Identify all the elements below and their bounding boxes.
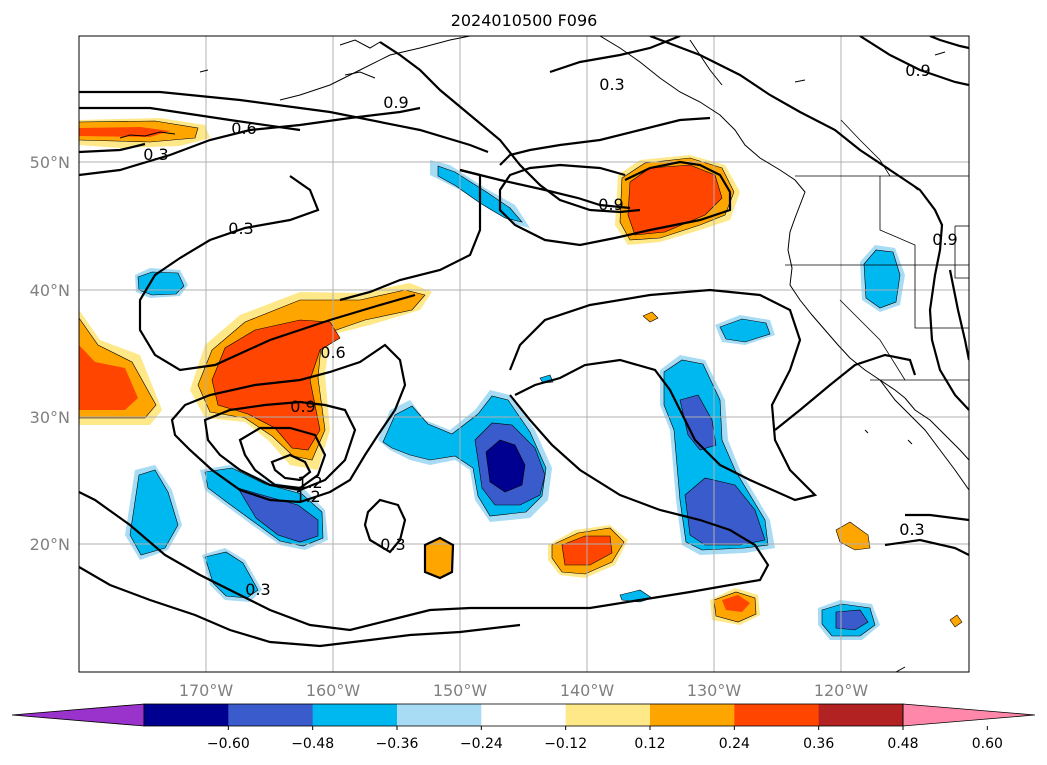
baja-coast <box>879 379 969 491</box>
contour-line-1 <box>79 90 489 154</box>
contour-label: 0.3 <box>245 580 270 599</box>
graticule <box>79 36 969 672</box>
contour-line-coastal <box>649 36 969 411</box>
bc-coast <box>599 36 806 206</box>
colorbar-tick-label: −0.60 <box>207 736 250 752</box>
colorbar-extend-min <box>11 703 145 727</box>
lat-label-30n: 30°N <box>30 408 70 427</box>
contour-label: 1.2 <box>297 473 322 492</box>
lon-label-120w: 120°W <box>814 681 869 700</box>
colorbar-cell <box>144 704 229 726</box>
lon-label-160w: 160°W <box>306 681 361 700</box>
contour-label: 0.6 <box>231 119 256 138</box>
contour-label: 0.3 <box>380 535 405 554</box>
contour-label: 0.9 <box>905 61 930 80</box>
alaska-coast <box>279 36 471 101</box>
contour-label: 0.6 <box>320 343 345 362</box>
colorbar-cell <box>481 704 567 726</box>
coastlines <box>119 36 969 672</box>
contour-label: 0.3 <box>228 219 253 238</box>
lon-label-170w: 170°W <box>179 681 234 700</box>
colorbar-cell <box>228 704 314 726</box>
contour-label: 0.9 <box>290 397 315 416</box>
colorbar-tick-label: −0.36 <box>376 736 419 752</box>
plot-frame <box>78 35 970 673</box>
contour-label: 0.3 <box>143 145 168 164</box>
colorbar: −0.60 −0.48 −0.36 −0.24 −0.12 0.12 0.24 0.36 0.4… <box>11 703 1036 752</box>
latitude-labels: 50°N 40°N 30°N 20°N <box>30 153 70 554</box>
contour-label: 0.3 <box>899 520 924 539</box>
colorbar-tick-label: −0.24 <box>460 736 503 752</box>
lon-label-140w: 140°W <box>560 681 615 700</box>
colorbar-ticks: −0.60 −0.48 −0.36 −0.24 −0.12 0.12 0.24 0.36 0.4… <box>207 726 1003 752</box>
contour-label: 0.9 <box>932 230 957 249</box>
colorbar-cell <box>397 704 482 726</box>
colorbar-tick-label: 0.12 <box>634 736 665 752</box>
colorbar-tick-label: 0.24 <box>719 736 750 752</box>
colorbar-cell <box>734 704 820 726</box>
colorbar-cell <box>650 704 735 726</box>
colorbar-extend-max <box>902 703 1036 727</box>
colorbar-cell <box>312 704 398 726</box>
lon-label-150w: 150°W <box>433 681 488 700</box>
contour-lines <box>79 36 969 648</box>
colorbar-tick-label: −0.48 <box>291 736 334 752</box>
lon-label-130w: 130°W <box>687 681 742 700</box>
contour-label: 0.9 <box>383 93 408 112</box>
lat-label-20n: 20°N <box>30 535 70 554</box>
contour-label-group: 0.9 0.3 0.6 0.3 0.9 0.9 0.3 0.9 0.6 0.9 … <box>143 61 957 599</box>
colorbar-frame <box>143 703 904 727</box>
colorbar-cells <box>11 703 1036 727</box>
contour-label: 0.3 <box>599 75 624 94</box>
colorbar-tick-label: −0.12 <box>544 736 587 752</box>
colorbar-tick-label: 0.60 <box>972 736 1003 752</box>
lat-label-50n: 50°N <box>30 153 70 172</box>
colorbar-cell <box>818 704 904 726</box>
anomaly-positive-small-4 <box>835 521 871 551</box>
colorbar-cell <box>565 704 651 726</box>
political-borders <box>785 119 969 381</box>
lat-label-40n: 40°N <box>30 281 70 300</box>
map-title: 2024010500 F096 <box>451 11 598 30</box>
contour-label: 1.2 <box>295 487 320 506</box>
colorbar-tick-label: 0.48 <box>887 736 918 752</box>
contour-line-ridge <box>379 41 641 214</box>
us-west-coast <box>787 204 906 399</box>
colorbar-tick-label: 0.36 <box>803 736 834 752</box>
contour-label: 0.9 <box>598 195 623 214</box>
longitude-labels: 170°W 160°W 150°W 140°W 130°W 120°W <box>179 681 869 700</box>
